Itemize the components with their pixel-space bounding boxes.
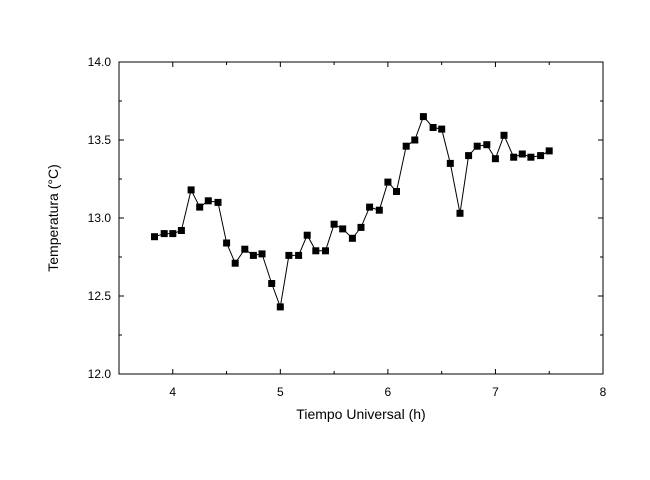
data-point bbox=[204, 197, 212, 205]
data-point bbox=[537, 152, 545, 160]
axis-ticks bbox=[118, 61, 604, 375]
x-axis-title: Tiempo Universal (h) bbox=[296, 406, 425, 422]
x-tick-label: 8 bbox=[600, 385, 607, 399]
data-point bbox=[223, 239, 231, 247]
data-point bbox=[518, 150, 526, 158]
data-point bbox=[491, 155, 499, 163]
x-tick-label: 7 bbox=[492, 385, 499, 399]
data-point bbox=[510, 153, 518, 161]
data-point bbox=[312, 247, 320, 255]
data-point bbox=[258, 250, 266, 258]
x-tick-label: 4 bbox=[169, 385, 176, 399]
data-point bbox=[160, 230, 168, 238]
data-point bbox=[384, 178, 392, 186]
y-tick-label: 12.0 bbox=[88, 367, 112, 381]
data-point bbox=[500, 131, 508, 139]
y-tick-label: 13.5 bbox=[88, 133, 112, 147]
data-point bbox=[322, 247, 329, 255]
data-point bbox=[411, 136, 419, 144]
data-point bbox=[483, 141, 491, 149]
data-point bbox=[429, 124, 437, 131]
y-tick-label: 13.0 bbox=[88, 211, 112, 225]
data-point bbox=[231, 259, 239, 267]
data-point bbox=[393, 188, 400, 195]
data-point bbox=[465, 152, 473, 160]
data-point bbox=[169, 230, 177, 238]
series-markers bbox=[151, 113, 553, 311]
data-point bbox=[330, 220, 338, 228]
y-tick-label: 14.0 bbox=[88, 55, 112, 69]
data-point bbox=[357, 223, 365, 231]
y-tick-label: 12.5 bbox=[88, 289, 112, 303]
data-point bbox=[268, 280, 276, 287]
data-point bbox=[339, 225, 347, 233]
data-point bbox=[366, 203, 374, 211]
plot-frame bbox=[118, 61, 604, 375]
data-point bbox=[151, 233, 158, 241]
data-point bbox=[285, 251, 293, 259]
data-point bbox=[187, 186, 195, 194]
data-point bbox=[375, 206, 383, 214]
data-point bbox=[446, 159, 454, 167]
y-axis-title: Temperatura (°C) bbox=[45, 164, 61, 272]
data-point bbox=[276, 303, 284, 311]
data-point bbox=[241, 245, 249, 253]
data-point bbox=[438, 125, 446, 133]
data-point bbox=[348, 234, 356, 242]
data-point bbox=[295, 251, 303, 259]
data-point bbox=[249, 251, 257, 259]
data-point bbox=[545, 147, 553, 155]
x-tick-label: 5 bbox=[277, 385, 284, 399]
data-point bbox=[527, 153, 535, 161]
tick-labels: 4 5 6 7 8 12.0 12.5 13.0 13.5 14.0 bbox=[88, 55, 607, 399]
data-point bbox=[196, 203, 204, 211]
data-point bbox=[456, 209, 464, 217]
data-point bbox=[402, 142, 410, 150]
x-tick-label: 6 bbox=[385, 385, 392, 399]
data-point bbox=[303, 231, 311, 239]
data-point bbox=[473, 142, 481, 150]
data-point bbox=[419, 113, 427, 121]
data-point bbox=[177, 227, 185, 234]
data-point bbox=[214, 198, 222, 206]
